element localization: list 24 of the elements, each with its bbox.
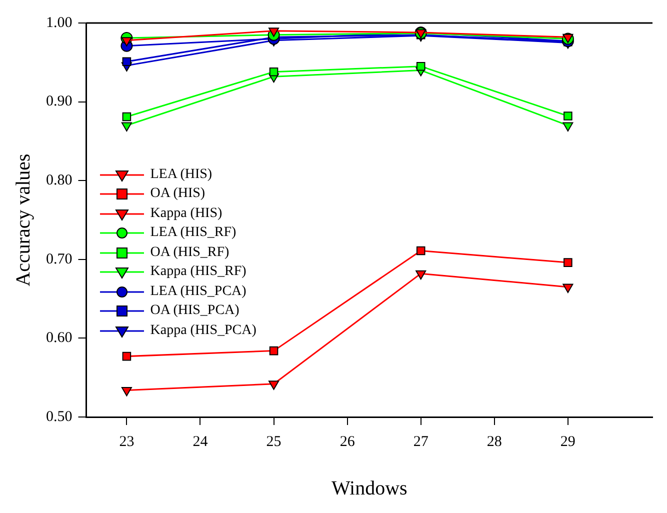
x-axis-title: Windows: [331, 477, 408, 500]
legend-label: Kappa (HIS): [150, 206, 222, 221]
x-tick-label: 27: [413, 434, 429, 450]
x-tick-label: 25: [266, 434, 282, 450]
legend-label: OA (HIS): [150, 186, 206, 202]
legend-label: LEA (HIS): [150, 166, 212, 182]
x-tick-label: 23: [119, 434, 134, 450]
legend-label: Kappa (HIS_PCA): [150, 322, 256, 338]
legend-label: LEA (HIS_PCA): [150, 284, 246, 299]
y-axis-title: Accuracy values: [12, 153, 34, 286]
legend-label: OA (HIS_PCA): [150, 303, 240, 318]
x-tick-label: 28: [486, 434, 502, 450]
y-tick-label: 1.00: [46, 14, 72, 31]
y-tick-label: 0.90: [46, 94, 72, 110]
y-tick-label: 0.60: [46, 330, 72, 346]
y-tick-label: 0.50: [46, 408, 72, 425]
x-tick-label: 24: [192, 434, 208, 450]
legend-label: Kappa (HIS_RF): [150, 264, 246, 280]
x-tick-label: 26: [340, 434, 356, 450]
y-tick-label: 0.80: [46, 172, 72, 189]
y-tick-label: 0.70: [46, 251, 72, 268]
legend-label: LEA (HIS_RF): [150, 225, 236, 240]
x-tick-label: 29: [560, 434, 576, 450]
legend-label: OA (HIS_RF): [150, 244, 230, 260]
